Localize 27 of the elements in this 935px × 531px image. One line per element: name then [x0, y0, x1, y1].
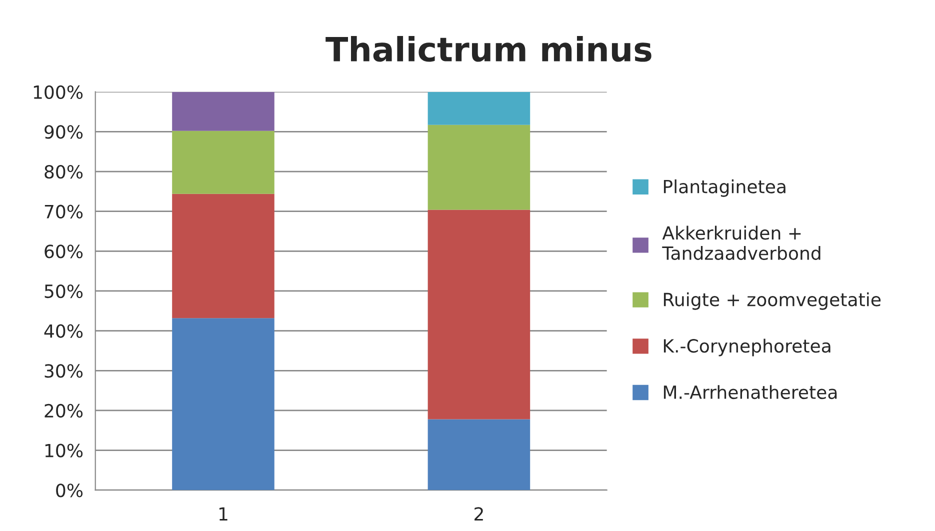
y-tick-label: 40%	[44, 324, 83, 338]
y-tick-label: 20%	[44, 404, 83, 418]
legend-label: M.-Arrhenatheretea	[664, 385, 837, 400]
legend-label: Akkerkruiden + Tandzaadverbond	[662, 226, 820, 260]
bar	[172, 318, 274, 490]
legend-label: Ruigte + zoomvegetatie	[664, 292, 881, 310]
bar	[428, 419, 530, 490]
y-tick-label: 90%	[44, 125, 83, 139]
y-tick-label: 70%	[44, 204, 83, 218]
x-tick-label: 2	[474, 507, 483, 520]
bar	[428, 92, 530, 125]
y-tick-label: 60%	[44, 244, 83, 258]
bar	[172, 194, 274, 318]
y-tick-label: 50%	[44, 284, 83, 298]
y-tick-label: 80%	[44, 164, 83, 179]
legend-label: Plantaginetea	[664, 179, 786, 197]
bar	[428, 210, 530, 420]
x-tick-label: 1	[219, 507, 228, 520]
y-tick-label: 0%	[56, 484, 83, 498]
chart-title: Thalictrum minus	[326, 36, 652, 62]
bar	[172, 92, 274, 131]
legend-label: K.-Corynephoretea	[664, 338, 830, 356]
y-tick-label: 100%	[34, 85, 83, 99]
y-tick-label: 10%	[45, 444, 83, 458]
bar	[172, 130, 274, 194]
y-tick-label: 30%	[44, 364, 83, 378]
bar	[428, 124, 530, 210]
